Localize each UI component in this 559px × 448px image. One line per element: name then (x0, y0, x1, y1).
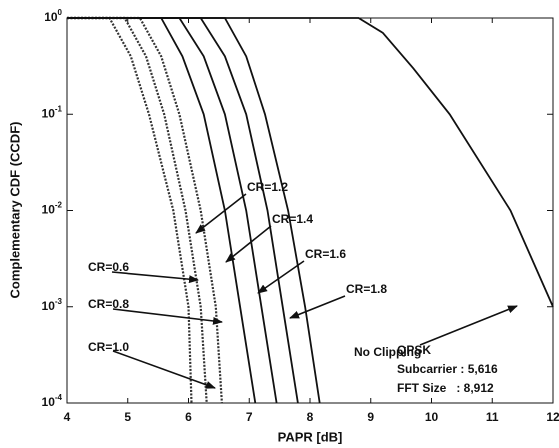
annotation-arrow (257, 260, 305, 294)
x-tick-label: 8 (307, 410, 314, 424)
x-axis-label: PAPR [dB] (278, 429, 343, 444)
annotation-arrow (289, 295, 346, 319)
x-tick-label: 4 (64, 410, 71, 424)
y-tick-label: 100 (44, 8, 62, 24)
annotation-arrow (419, 305, 518, 346)
annotation: CR=1.4 (272, 212, 313, 226)
x-tick-label: 9 (367, 410, 374, 424)
annotation-arrow (225, 225, 272, 263)
annotation-arrow (111, 271, 199, 284)
annotation: CR=0.8 (88, 297, 129, 311)
y-axis-label: Complementary CDF (CCDF) (7, 122, 22, 299)
x-tick-label: 6 (185, 410, 192, 424)
annotation: CR=1.0 (88, 340, 129, 354)
x-tick-label: 12 (546, 410, 559, 424)
info-text: QPSK (397, 343, 431, 357)
annotation-arrow (112, 308, 223, 325)
info-text: Subcarrier : 5,616 (397, 362, 498, 376)
info-text: FFT Size : 8,912 (397, 381, 494, 395)
x-tick-label: 10 (425, 410, 439, 424)
y-tick-label: 10-4 (42, 393, 63, 409)
x-tick-label: 5 (124, 410, 131, 424)
plot-frame (66, 17, 554, 404)
series-line (67, 17, 554, 308)
y-tick-label: 10-1 (42, 104, 63, 120)
series-line (67, 16, 193, 404)
annotation: CR=1.6 (305, 247, 346, 261)
x-tick-label: 11 (486, 410, 499, 424)
annotation-arrow (195, 193, 247, 234)
y-tick-label: 10-3 (42, 297, 63, 313)
annotation: CR=1.8 (346, 282, 387, 296)
annotation: No Clipping (354, 345, 421, 359)
annotation: CR=1.2 (247, 180, 288, 194)
y-tick-label: 10-2 (42, 201, 63, 217)
annotation: CR=0.6 (88, 260, 129, 274)
annotation-arrow (112, 350, 216, 389)
x-tick-label: 7 (246, 410, 253, 424)
